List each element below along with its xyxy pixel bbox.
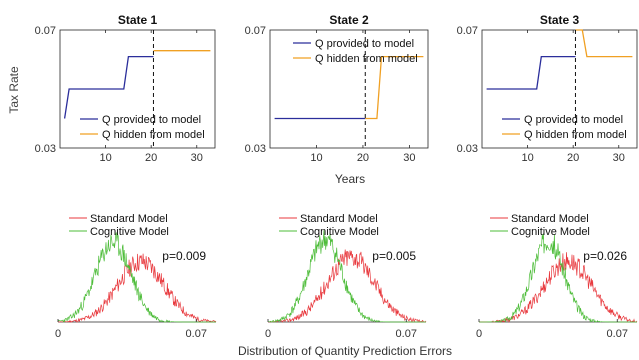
p-value-annotation: p=0.009: [162, 249, 206, 263]
y-tick-label: 0.03: [35, 143, 56, 155]
p-value-annotation: p=0.026: [583, 249, 627, 263]
top-ylabel: Tax Rate: [7, 66, 21, 114]
plot-frame: [481, 29, 638, 149]
legend-label: Q hidden from model: [315, 53, 418, 65]
x-tick-label: 20: [357, 152, 369, 164]
legend-label: Standard Model: [90, 213, 168, 225]
legend: Q provided to model Q hidden from model: [80, 114, 205, 141]
bottom-xlabel: Distribution of Quantity Prediction Erro…: [238, 344, 452, 358]
top-panel-3: State 3 10 20 30 0.03 0.07 Q provided to model…: [457, 13, 638, 164]
y-tick-label: 0.07: [457, 25, 478, 37]
plot-frame: [269, 29, 429, 149]
x-tick-label: 30: [403, 152, 415, 164]
x-tick-label: 20: [567, 152, 579, 164]
legend-label: Q provided to model: [524, 114, 623, 126]
series-line-hidden: [365, 55, 424, 120]
legend-label: Cognitive Model: [511, 226, 590, 238]
series-line-provided: [486, 55, 576, 90]
x-tick-label: 10: [99, 152, 111, 164]
panel-title: State 3: [540, 13, 580, 27]
series-line-hidden: [575, 29, 633, 58]
x-tick-label: 30: [613, 152, 625, 164]
panel-title: State 2: [329, 13, 369, 27]
legend-label: Cognitive Model: [300, 226, 379, 238]
series-cognitive: [267, 230, 426, 323]
y-tick-label: 0.07: [35, 25, 56, 37]
x-tick-label: 0: [265, 328, 271, 340]
x-tick-label: 0: [55, 328, 61, 340]
series-standard: [479, 252, 638, 323]
top-xlabel: Years: [335, 172, 365, 186]
legend: Q provided to model Q hidden from model: [293, 38, 418, 65]
legend: Q provided to model Q hidden from model: [502, 114, 627, 141]
series-line-provided: [63, 55, 154, 119]
x-tick-label: 10: [521, 152, 533, 164]
legend-label: Q hidden from model: [524, 129, 627, 141]
legend-label: Q provided to model: [315, 38, 414, 50]
x-tick-label: 0.07: [607, 328, 628, 340]
legend-label: Q provided to model: [102, 114, 201, 126]
series-standard: [58, 253, 217, 323]
y-tick-label: 0.03: [457, 143, 478, 155]
y-tick-label: 0.07: [245, 25, 266, 37]
y-tick-label: 0.03: [245, 143, 266, 155]
series-standard: [268, 249, 427, 323]
legend-label: Standard Model: [511, 213, 589, 225]
x-tick-label: 0.07: [396, 328, 417, 340]
p-value-annotation: p=0.005: [372, 249, 416, 263]
x-tick-label: 10: [310, 152, 322, 164]
x-tick-label: 30: [191, 152, 203, 164]
x-tick-label: 0.07: [186, 328, 207, 340]
plot-frame: [59, 29, 216, 149]
top-panel-1: State 1 10 20 30 0.03 0.07 Q provided to model…: [35, 13, 216, 164]
panel-title: State 1: [118, 13, 158, 27]
top-panel-2: State 2 10 20 30 0.03 0.07 Q provided to model…: [245, 13, 429, 164]
x-tick-label: 0: [476, 328, 482, 340]
legend-label: Q hidden from model: [102, 129, 205, 141]
series-cognitive: [479, 233, 637, 323]
legend-label: Standard Model: [300, 213, 378, 225]
x-tick-label: 20: [145, 152, 157, 164]
legend-label: Cognitive Model: [90, 226, 169, 238]
series-cognitive: [57, 232, 216, 323]
